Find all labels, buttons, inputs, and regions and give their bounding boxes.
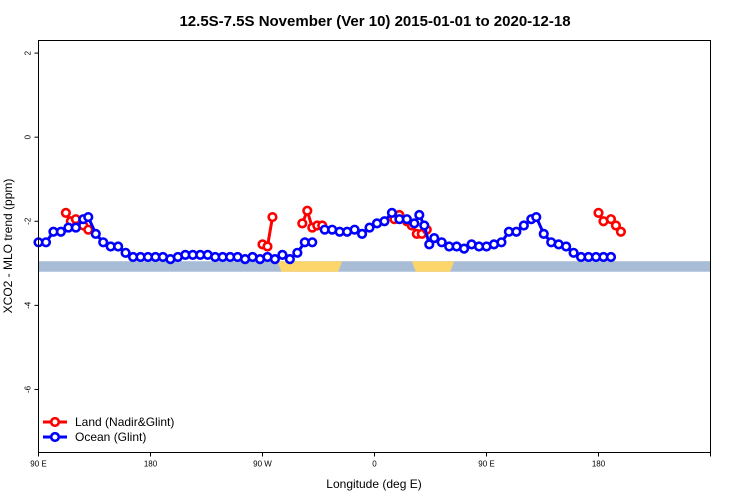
y-tick-label-2: -2 [24,217,33,225]
series-1-point-1-16 [429,232,440,244]
series-1-point-1-8 [379,216,390,227]
series-1-point-1-11 [401,214,412,225]
series-1-point-1-30 [531,211,542,223]
x-axis: 90 E 180 90 W 0 90 E 180 [30,452,711,469]
chart-title: 12.5S-7.5S November (Ver 10) 2015-01-01 … [179,13,570,30]
series-layer [33,205,627,265]
series-1-point-1-13 [414,209,425,221]
series-1-point-0-11 [113,241,124,252]
series-1 [33,207,617,265]
series-1-point-1-27 [511,226,522,237]
x-axis-label: Longitude (deg E) [326,477,421,491]
series-1-point-1-17 [436,237,447,248]
series-1-point-0-12 [120,247,131,258]
series-0-point-4-3 [610,220,622,231]
series-1-point-1-34 [561,241,572,252]
y-tick-label-4: -6 [24,385,33,393]
series-1-point-1-6 [364,222,375,233]
series-1-point-0-35 [292,247,303,258]
legend-label-1: Ocean (Glint) [75,430,146,444]
y-tick-label-1: 0 [24,134,33,139]
series-0-point-4-0 [593,207,604,218]
x-tick-label-4: 90 E [478,460,494,469]
x-tick-label-0: 90 E [30,460,46,469]
series-1-point-1-31 [538,228,549,239]
series-0-point-4-2 [605,214,617,225]
series-1-point-1-35 [568,247,579,258]
series-1-point-1-12 [409,218,420,229]
series-0-point-2-0 [297,218,308,229]
series-1-point-0-1 [40,237,52,248]
series-1-point-1-4 [349,224,360,235]
series-1-point-0-7 [83,211,94,223]
x-tick-label-2: 90 W [253,460,272,469]
x-tick-label-5: 180 [592,460,606,469]
x-tick-label-3: 0 [372,460,377,469]
land-strip-0 [277,261,343,272]
series-1-point-1-40 [605,251,617,263]
series-1-point-0-33 [277,249,288,261]
y-axis-label: XCO2 - MLO trend (ppm) [1,179,15,314]
land-ocean-strip [38,261,711,272]
series-1-point-0-37 [307,237,318,248]
series-1-point-0-8 [90,228,101,239]
y-tick-label-3: -4 [24,301,33,309]
legend-marker-0 [49,416,61,428]
series-1-point-1-14 [419,220,430,231]
legend-label-0: Land (Nadir&Glint) [75,415,174,429]
ocean-strip [38,261,711,272]
series-1-point-0-34 [284,254,295,265]
series-0-point-0-4 [83,224,94,235]
series-0-point-1-1 [262,241,273,252]
legend-marker-1 [49,431,61,443]
series-1-point-0-5 [70,222,81,233]
series-1-point-0-9 [98,237,109,248]
series-1-point-1-28 [518,220,529,231]
land-strip-1 [411,261,455,272]
series-1-point-1-20 [459,243,470,254]
x-tick-label-1: 180 [144,460,158,469]
series-0-point-4-4 [615,226,627,237]
series-1-point-1-9 [386,207,398,218]
series-0-point-0-0 [60,207,71,218]
series-0-point-1-2 [267,211,278,223]
series-1-point-0-32 [269,254,281,265]
plot-frame [38,40,711,453]
legend: Land (Nadir&Glint)Ocean (Glint) [43,415,174,444]
series-1-point-1-5 [356,228,368,239]
y-tick-label-0: 2 [24,50,33,55]
series-1-point-0-3 [55,226,67,237]
series-0-point-2-1 [302,205,313,216]
series-1-point-1-15 [424,239,435,250]
y-axis: 2 0 -2 -4 -6 [24,50,39,393]
series-1-point-1-25 [496,237,507,248]
